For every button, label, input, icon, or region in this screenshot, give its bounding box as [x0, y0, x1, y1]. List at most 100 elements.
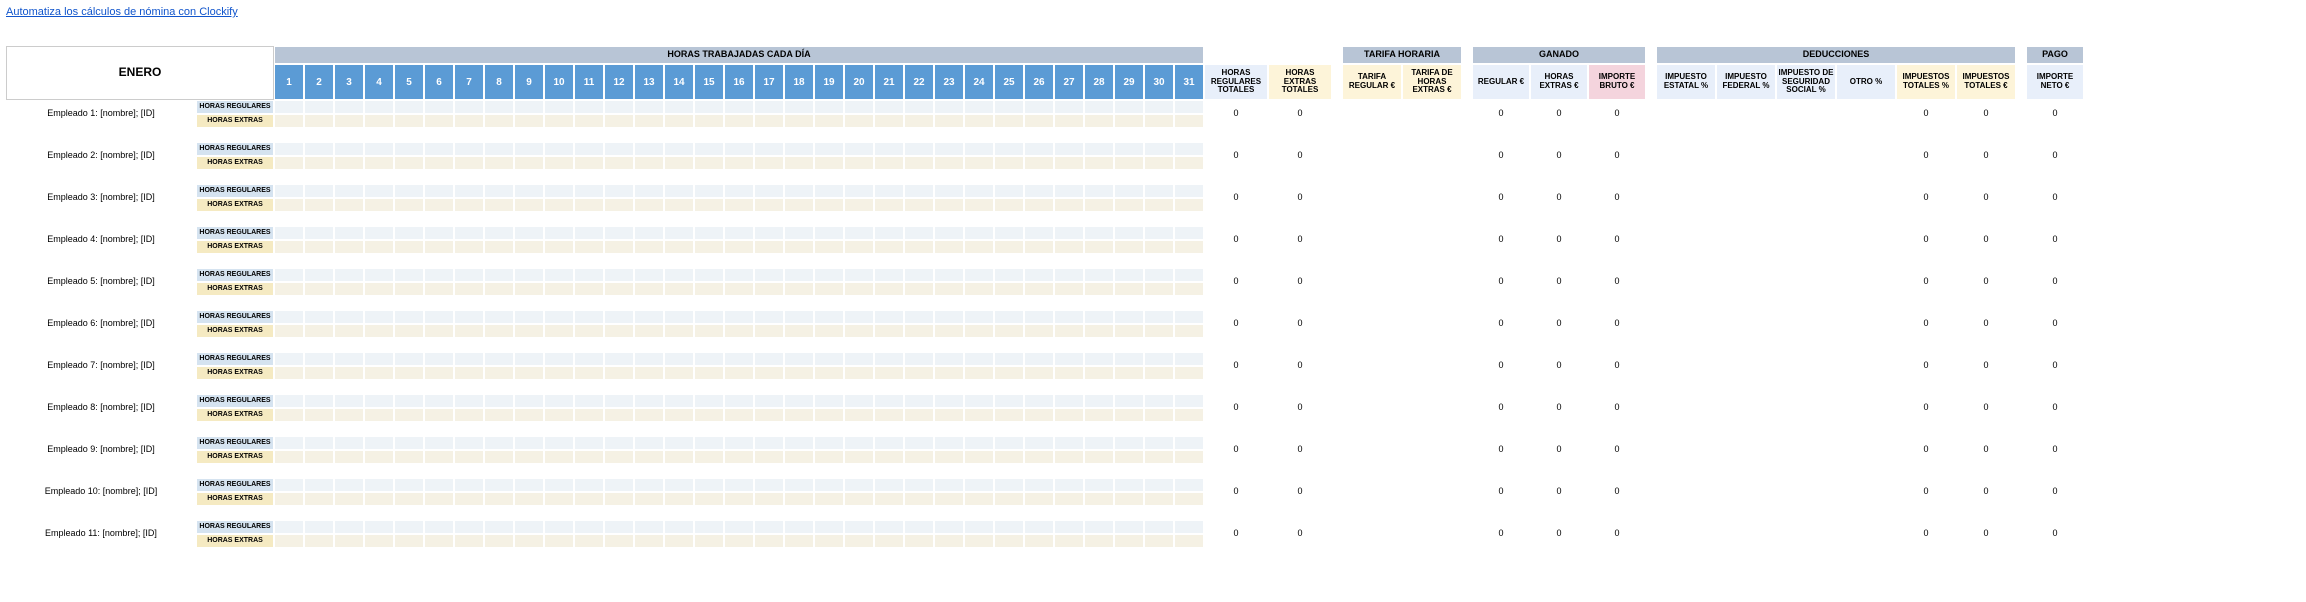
day-cell-ot[interactable]: [724, 534, 754, 548]
day-cell[interactable]: [574, 226, 604, 240]
day-cell[interactable]: [1054, 352, 1084, 366]
day-cell[interactable]: [1084, 310, 1114, 324]
day-cell[interactable]: [514, 394, 544, 408]
other-tax[interactable]: [1836, 520, 1896, 548]
day-cell-ot[interactable]: [814, 114, 844, 128]
day-cell-ot[interactable]: [1024, 366, 1054, 380]
day-cell[interactable]: [364, 100, 394, 114]
fed-tax[interactable]: [1716, 184, 1776, 212]
day-cell[interactable]: [574, 268, 604, 282]
day-cell-ot[interactable]: [544, 492, 574, 506]
day-cell[interactable]: [784, 268, 814, 282]
day-cell-ot[interactable]: [304, 450, 334, 464]
state-tax[interactable]: [1656, 310, 1716, 338]
day-cell-ot[interactable]: [754, 324, 784, 338]
day-cell[interactable]: [514, 184, 544, 198]
other-tax[interactable]: [1836, 394, 1896, 422]
day-cell[interactable]: [904, 352, 934, 366]
day-cell-ot[interactable]: [1024, 450, 1054, 464]
day-cell[interactable]: [1084, 184, 1114, 198]
day-cell-ot[interactable]: [754, 114, 784, 128]
day-cell[interactable]: [1084, 226, 1114, 240]
day-cell-ot[interactable]: [934, 408, 964, 422]
day-cell[interactable]: [874, 184, 904, 198]
day-cell[interactable]: [454, 436, 484, 450]
day-cell-ot[interactable]: [754, 240, 784, 254]
day-cell[interactable]: [574, 352, 604, 366]
day-cell-ot[interactable]: [394, 534, 424, 548]
day-cell-ot[interactable]: [814, 240, 844, 254]
day-cell[interactable]: [724, 520, 754, 534]
day-cell-ot[interactable]: [874, 450, 904, 464]
day-cell-ot[interactable]: [904, 324, 934, 338]
day-cell[interactable]: [1024, 268, 1054, 282]
day-cell-ot[interactable]: [934, 198, 964, 212]
day-cell[interactable]: [784, 184, 814, 198]
day-cell[interactable]: [844, 394, 874, 408]
day-cell[interactable]: [934, 352, 964, 366]
day-cell[interactable]: [784, 478, 814, 492]
day-cell[interactable]: [934, 436, 964, 450]
day-cell-ot[interactable]: [1054, 408, 1084, 422]
day-cell[interactable]: [544, 310, 574, 324]
day-cell-ot[interactable]: [424, 282, 454, 296]
other-tax[interactable]: [1836, 100, 1896, 128]
day-cell[interactable]: [424, 268, 454, 282]
rate-ot[interactable]: [1402, 268, 1462, 296]
day-cell-ot[interactable]: [1114, 282, 1144, 296]
day-cell[interactable]: [904, 436, 934, 450]
day-cell-ot[interactable]: [694, 114, 724, 128]
day-cell[interactable]: [394, 184, 424, 198]
day-cell-ot[interactable]: [274, 198, 304, 212]
other-tax[interactable]: [1836, 352, 1896, 380]
day-cell-ot[interactable]: [694, 240, 724, 254]
day-cell[interactable]: [934, 478, 964, 492]
day-cell[interactable]: [424, 520, 454, 534]
fed-tax[interactable]: [1716, 436, 1776, 464]
day-cell[interactable]: [1144, 268, 1174, 282]
rate-reg[interactable]: [1342, 478, 1402, 506]
day-cell-ot[interactable]: [1174, 408, 1204, 422]
day-cell[interactable]: [364, 520, 394, 534]
day-cell[interactable]: [304, 394, 334, 408]
day-cell-ot[interactable]: [724, 366, 754, 380]
day-cell-ot[interactable]: [694, 198, 724, 212]
day-cell[interactable]: [454, 520, 484, 534]
day-cell-ot[interactable]: [844, 324, 874, 338]
day-cell[interactable]: [1054, 436, 1084, 450]
day-cell-ot[interactable]: [1084, 366, 1114, 380]
day-cell[interactable]: [334, 436, 364, 450]
day-cell-ot[interactable]: [964, 324, 994, 338]
day-cell[interactable]: [1024, 352, 1054, 366]
day-cell[interactable]: [724, 310, 754, 324]
day-cell[interactable]: [1054, 268, 1084, 282]
day-cell-ot[interactable]: [724, 408, 754, 422]
day-cell[interactable]: [904, 520, 934, 534]
other-tax[interactable]: [1836, 142, 1896, 170]
day-cell-ot[interactable]: [454, 408, 484, 422]
day-cell[interactable]: [334, 394, 364, 408]
day-cell[interactable]: [1054, 226, 1084, 240]
day-cell-ot[interactable]: [874, 366, 904, 380]
day-cell[interactable]: [724, 478, 754, 492]
day-cell[interactable]: [664, 142, 694, 156]
day-cell[interactable]: [904, 310, 934, 324]
day-cell[interactable]: [1144, 436, 1174, 450]
day-cell-ot[interactable]: [274, 450, 304, 464]
day-cell-ot[interactable]: [664, 198, 694, 212]
day-cell[interactable]: [634, 142, 664, 156]
day-cell[interactable]: [814, 226, 844, 240]
day-cell[interactable]: [394, 226, 424, 240]
day-cell-ot[interactable]: [934, 324, 964, 338]
day-cell[interactable]: [694, 478, 724, 492]
day-cell-ot[interactable]: [634, 324, 664, 338]
day-cell-ot[interactable]: [604, 324, 634, 338]
day-cell-ot[interactable]: [784, 156, 814, 170]
day-cell[interactable]: [1144, 352, 1174, 366]
day-cell[interactable]: [484, 268, 514, 282]
day-cell[interactable]: [934, 310, 964, 324]
day-cell[interactable]: [424, 226, 454, 240]
day-cell[interactable]: [304, 184, 334, 198]
day-cell-ot[interactable]: [484, 282, 514, 296]
day-cell-ot[interactable]: [604, 534, 634, 548]
